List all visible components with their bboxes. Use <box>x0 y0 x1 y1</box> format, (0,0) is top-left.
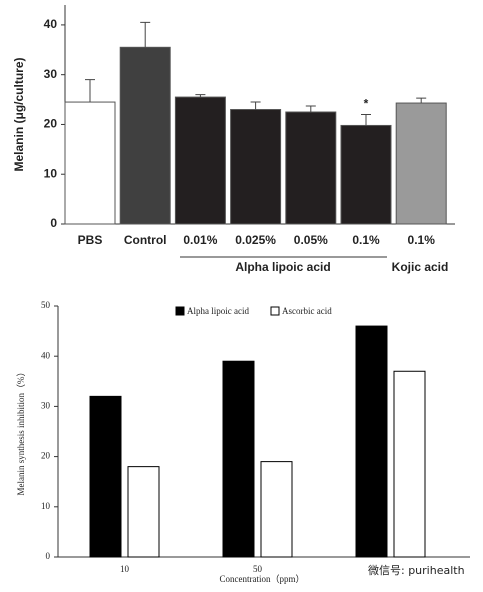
annotation: * <box>364 97 369 111</box>
x-tick-label: 0.1% <box>352 233 380 247</box>
legend-swatch <box>175 306 185 316</box>
group-label: Kojic acid <box>392 260 449 274</box>
error-bar <box>361 114 371 126</box>
y-tick-label: 20 <box>41 451 51 461</box>
x-tick-label: 10 <box>120 564 130 574</box>
y-tick-label: 10 <box>41 501 51 511</box>
legend-label: Alpha lipoic acid <box>187 306 249 316</box>
y-tick-label: 0 <box>50 216 57 230</box>
y-tick-label: 30 <box>44 67 58 81</box>
x-tick-label: 0.1% <box>408 233 436 247</box>
legend-swatch <box>270 306 280 316</box>
group-label: Alpha lipoic acid <box>235 260 330 274</box>
error-bar <box>195 94 206 98</box>
error-bar <box>416 97 427 104</box>
y-axis-label: Melanin (μg/culture) <box>12 57 26 171</box>
bar <box>222 360 255 558</box>
bar <box>355 325 388 558</box>
x-tick-label: 0.025% <box>235 233 276 247</box>
bar <box>174 96 226 225</box>
error-bar <box>85 79 95 103</box>
bar <box>230 109 282 225</box>
y-tick-label: 0 <box>46 551 51 561</box>
x-axis-label: Concentration（ppm） <box>220 574 305 584</box>
bar <box>340 124 392 225</box>
bar <box>89 395 122 558</box>
error-bar <box>305 105 316 113</box>
chart-inhibition: 0 10 20 30 40 50 Melanin synthesis inhibition（… <box>16 300 470 584</box>
chart-melanin: 0 10 20 30 40 Melanin (μg/culture) PBS Control 0… <box>12 5 455 274</box>
x-tick-label: 0.05% <box>294 233 328 247</box>
legend-label: Ascorbic acid <box>282 306 332 316</box>
error-bar <box>250 101 261 110</box>
bar <box>260 461 293 558</box>
bar <box>127 466 160 558</box>
bar <box>393 370 426 558</box>
y-axis-label: Melanin synthesis inhibition（%） <box>16 368 26 496</box>
bar <box>285 111 337 225</box>
x-tick-label: 0.01% <box>183 233 217 247</box>
y-tick-label: 40 <box>41 350 51 360</box>
y-tick-label: 10 <box>44 166 58 180</box>
y-tick-label: 40 <box>44 17 58 31</box>
x-tick-label: Control <box>124 233 167 247</box>
watermark: 微信号: purihealth <box>368 563 465 577</box>
y-tick-label: 20 <box>44 117 58 131</box>
y-tick-label: 50 <box>41 300 51 310</box>
y-tick-label: 30 <box>41 400 51 410</box>
error-bar <box>140 21 151 48</box>
bar <box>119 46 171 225</box>
bar <box>395 102 447 225</box>
x-tick-label: 50 <box>253 564 263 574</box>
bar <box>64 101 116 225</box>
x-tick-label: PBS <box>78 233 103 247</box>
